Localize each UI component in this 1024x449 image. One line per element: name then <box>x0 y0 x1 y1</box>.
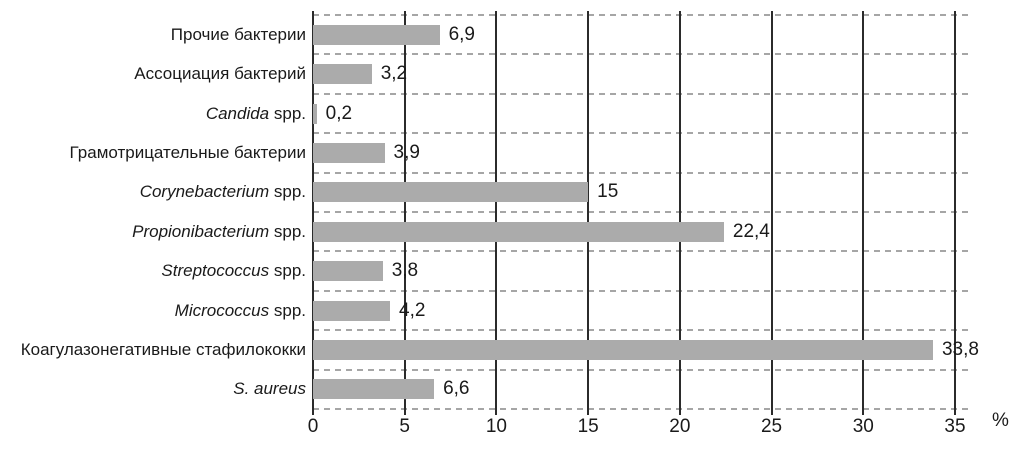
category-label: Коагулазонегативные стафилококки <box>20 339 306 359</box>
category-label: Propionibacterium spp. <box>132 221 306 241</box>
bar <box>313 182 589 203</box>
v-gridline <box>678 11 681 415</box>
category-label: Прочие бактерии <box>170 24 306 44</box>
v-gridline <box>770 11 773 415</box>
bar <box>313 142 385 163</box>
x-tick-label: 10 <box>485 416 507 437</box>
x-tick-label: 20 <box>669 416 691 437</box>
v-gridline <box>862 11 865 415</box>
category-label: Corynebacterium spp. <box>139 182 306 202</box>
h-gridline <box>313 132 968 135</box>
h-gridline <box>313 211 968 213</box>
bar <box>313 379 435 400</box>
value-label: 3,9 <box>393 141 420 163</box>
v-gridline <box>403 11 406 415</box>
bar <box>313 24 440 45</box>
category-label: Ассоциация бактерий <box>134 64 306 84</box>
v-gridline <box>495 11 498 415</box>
v-gridline <box>587 11 590 415</box>
value-label: 15 <box>597 181 619 203</box>
category-label: Streptococcus spp. <box>161 261 306 281</box>
bar <box>313 64 372 85</box>
category-label: Candida spp. <box>205 103 306 123</box>
h-gridline <box>313 408 968 410</box>
category-label: Грамотрицательные бактерии <box>69 142 306 162</box>
x-tick-label: 30 <box>852 416 874 437</box>
h-gridline <box>313 14 968 16</box>
h-gridline <box>313 92 968 95</box>
x-tick-label: 25 <box>760 416 783 437</box>
x-tick-label: 0 <box>307 416 319 437</box>
x-tick-label: 5 <box>399 416 410 437</box>
value-label: 3,8 <box>391 260 419 282</box>
x-tick-label: 35 <box>944 416 966 437</box>
value-label: 0,2 <box>325 102 353 124</box>
value-label: 3,2 <box>380 63 408 85</box>
value-label: 33,8 <box>941 338 979 360</box>
bar <box>313 221 724 242</box>
h-gridline <box>313 250 968 253</box>
category-label: S. aureus <box>233 379 306 399</box>
value-label: 4,2 <box>399 299 426 321</box>
x-axis-unit-label: % <box>992 410 1009 431</box>
value-label: 6,6 <box>443 378 470 400</box>
value-label: 22,4 <box>732 220 770 242</box>
category-label: Micrococcus spp. <box>174 300 306 320</box>
h-gridline <box>313 171 968 174</box>
bar <box>313 261 383 282</box>
v-gridline <box>954 11 956 415</box>
bar <box>313 300 391 321</box>
h-gridline <box>313 289 968 292</box>
value-label: 6,9 <box>448 23 475 45</box>
h-gridline <box>313 329 968 332</box>
x-tick-label: 15 <box>577 416 599 437</box>
h-gridline <box>313 53 968 56</box>
bar <box>313 339 933 360</box>
v-gridline <box>312 11 314 415</box>
h-gridline <box>313 368 968 371</box>
bar <box>313 103 317 124</box>
